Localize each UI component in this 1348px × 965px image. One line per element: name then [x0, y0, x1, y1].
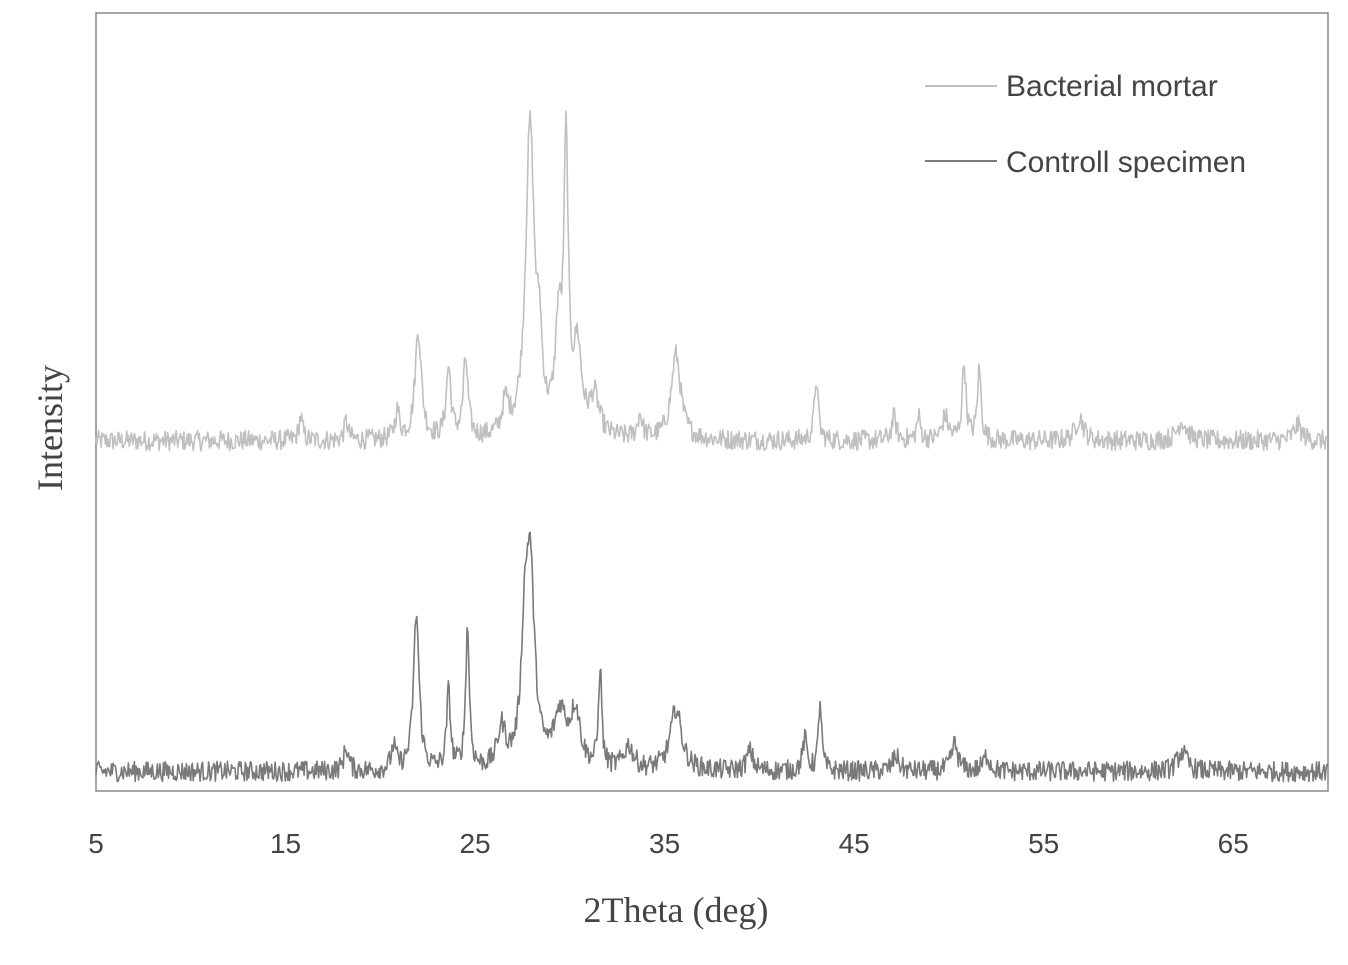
x-axis-title: 2Theta (deg)	[584, 890, 769, 930]
x-tick-label: 35	[649, 828, 680, 859]
plot-area	[95, 12, 1329, 792]
legend: Bacterial mortar Controll specimen	[925, 70, 1246, 179]
x-tick-label: 45	[839, 828, 870, 859]
y-axis-title: Intensity	[30, 365, 70, 491]
series-line-controll-specimen	[95, 531, 1329, 783]
x-tick-labels: 5 15 25 35 45 55 65	[88, 828, 1249, 859]
x-tick-label: 55	[1028, 828, 1059, 859]
series-line-bacterial-mortar	[95, 109, 1329, 452]
legend-label-bacterial-mortar: Bacterial mortar	[1006, 70, 1218, 103]
series-layer	[95, 109, 1329, 783]
x-tick-label: 5	[88, 828, 104, 859]
x-tick-label: 65	[1218, 828, 1249, 859]
x-tick-label: 15	[270, 828, 301, 859]
x-tick-label: 25	[459, 828, 490, 859]
legend-label-controll-specimen: Controll specimen	[1006, 146, 1246, 179]
